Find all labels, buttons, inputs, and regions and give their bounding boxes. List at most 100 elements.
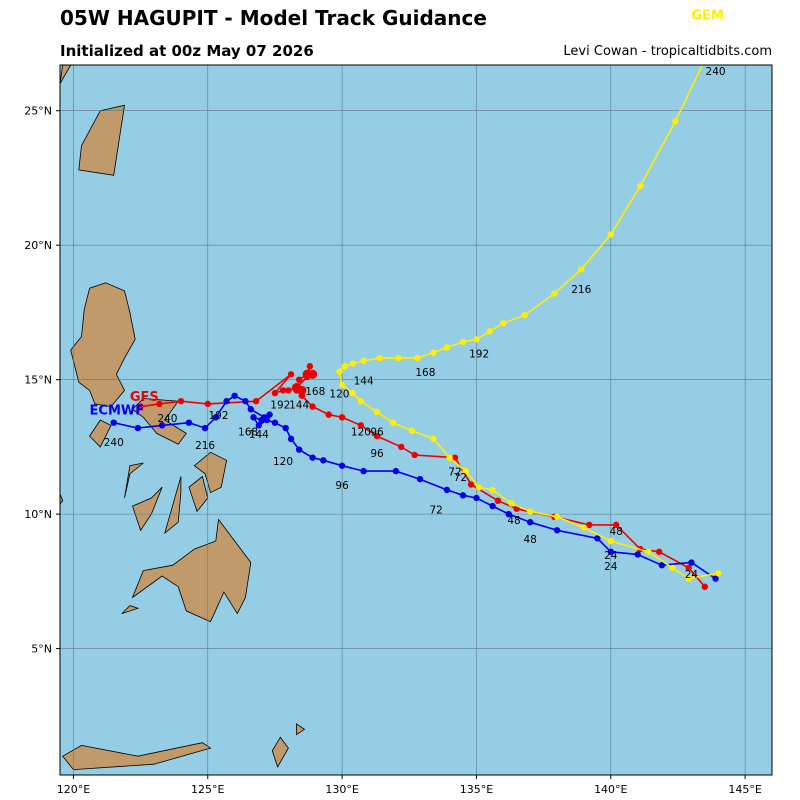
gfs-track-point: [685, 564, 692, 572]
gem-track-point: [607, 231, 614, 238]
gfs-track-point: [287, 371, 295, 378]
gem-track-point: [462, 467, 469, 475]
landmass: [60, 65, 72, 84]
gfs-track-point: [279, 387, 287, 394]
gfs-track-point: [586, 521, 593, 529]
longitude-tick-label: 140°E: [594, 783, 627, 796]
map-frame: [59, 64, 773, 776]
ecmwf-forecast-hour-label: 72: [429, 504, 442, 516]
gem-track-point: [473, 336, 480, 343]
ecmwf-track-point: [212, 414, 220, 421]
gfs-track-point: [137, 403, 144, 410]
ecmwf-forecast-hour-label: 48: [524, 534, 537, 546]
ecmwf-track-point: [250, 414, 257, 421]
gem-track-point: [489, 486, 496, 494]
land-layer: [60, 65, 306, 771]
ecmwf-track-point: [320, 457, 327, 464]
gfs-forecast-hour-label: 120: [351, 426, 371, 438]
gem-track-point: [526, 508, 534, 515]
ecmwf-track-point: [607, 548, 614, 555]
gem-track-point: [414, 354, 421, 362]
gfs-track-point: [467, 481, 475, 488]
gfs-forecast-hour-label: 168: [305, 386, 325, 398]
gem-track-point: [408, 427, 416, 434]
gfs-track-point: [325, 411, 332, 418]
gfs-forecast-hour-label: 192: [270, 399, 290, 411]
ecmwf-forecast-hour-label: 192: [208, 410, 228, 422]
ocean-background: [60, 65, 772, 775]
gfs-track-point: [156, 400, 163, 408]
gfs-track-point: [309, 403, 316, 410]
latitude-tick-label: 20°N: [24, 239, 52, 252]
landmass: [132, 486, 163, 532]
gem-track-point: [443, 344, 451, 351]
ecmwf-track-point: [287, 435, 295, 443]
gem-track-point: [553, 513, 561, 521]
gem-track-point: [551, 290, 558, 297]
gem-track-point: [672, 118, 679, 125]
landmass: [60, 492, 64, 505]
gfs-track-point: [204, 400, 211, 408]
gridlines: [60, 65, 772, 775]
gem-track-point: [357, 397, 365, 405]
landmass: [296, 723, 306, 736]
gfs-track-point: [177, 397, 185, 405]
gfs-track-point: [398, 443, 405, 451]
ecmwf-track-point: [271, 419, 279, 426]
ecmwf-track-point: [416, 475, 424, 483]
gem-track-point: [669, 564, 676, 572]
gem-track-point: [395, 354, 402, 362]
ecmwf-track-point: [255, 422, 263, 429]
gfs-track-point: [306, 363, 314, 370]
ecmwf-track-point: [634, 551, 641, 558]
ecmwf-track-point: [688, 559, 695, 566]
ecmwf-track-point: [158, 422, 166, 429]
ecmwf-track-point: [338, 462, 346, 469]
gfs-track-point: [297, 385, 307, 396]
ecmwf-track-point: [223, 397, 230, 405]
gem-track-point: [349, 360, 357, 367]
gem-track-point: [486, 328, 494, 335]
gem-forecast-hour-label: 192: [469, 348, 489, 360]
gem-forecast-hour-label: 48: [507, 515, 520, 527]
axis-layer: 120°E 125°E 130°E 135°E 140°E 145°E 5°N 10°N 15°…: [24, 105, 762, 796]
landmass: [188, 475, 209, 513]
gem-track-point: [475, 484, 483, 491]
gfs-forecast-hour-label: 48: [609, 526, 622, 538]
gem-track-point: [578, 266, 585, 273]
ecmwf-track-point: [443, 486, 451, 494]
ecmwf-track-point: [231, 392, 238, 399]
gfs-forecast-hour-label: 144: [289, 399, 309, 411]
gem-forecast-hour-label: 120: [329, 389, 349, 401]
gem-track-point: [459, 338, 467, 346]
landmass: [271, 736, 289, 768]
gem-track-point: [715, 570, 722, 577]
gem-forecast-hour-label: 24: [604, 550, 618, 562]
ecmwf-track-point: [459, 492, 467, 499]
gfs-track-point: [612, 521, 620, 529]
gem-track-point: [580, 524, 588, 531]
ecmwf-track-point: [473, 494, 480, 502]
ecmwf-track-point: [309, 454, 316, 461]
ecmwf-forecast-hour-label: 240: [104, 437, 124, 449]
gem-forecast-hour-label: 216: [571, 284, 591, 296]
gem-track-point: [508, 500, 515, 507]
longitude-tick-label: 135°E: [460, 783, 493, 796]
landmass: [164, 476, 182, 535]
gem-forecast-hour-label: 144: [354, 375, 374, 387]
ecmwf-track-point: [594, 535, 601, 542]
credit-text: Levi Cowan - tropicaltidbits.com: [563, 44, 772, 59]
gfs-track-point: [295, 376, 303, 383]
landmass: [131, 518, 252, 623]
label-layer: 2448729612014416819224024487296120144168…: [90, 8, 726, 581]
gem-track-point: [645, 548, 652, 555]
gem-track-point: [376, 354, 383, 362]
gfs-forecast-hour-label: 72: [448, 467, 461, 479]
ecmwf-track-point: [505, 510, 512, 518]
latitude-tick-label: 15°N: [24, 374, 52, 387]
ecmwf-track-point: [392, 467, 400, 475]
gfs-track-point: [451, 454, 459, 461]
gem-model-label: GEM: [691, 8, 724, 23]
gem-track-point: [338, 381, 346, 389]
gem-track-point: [389, 419, 397, 426]
